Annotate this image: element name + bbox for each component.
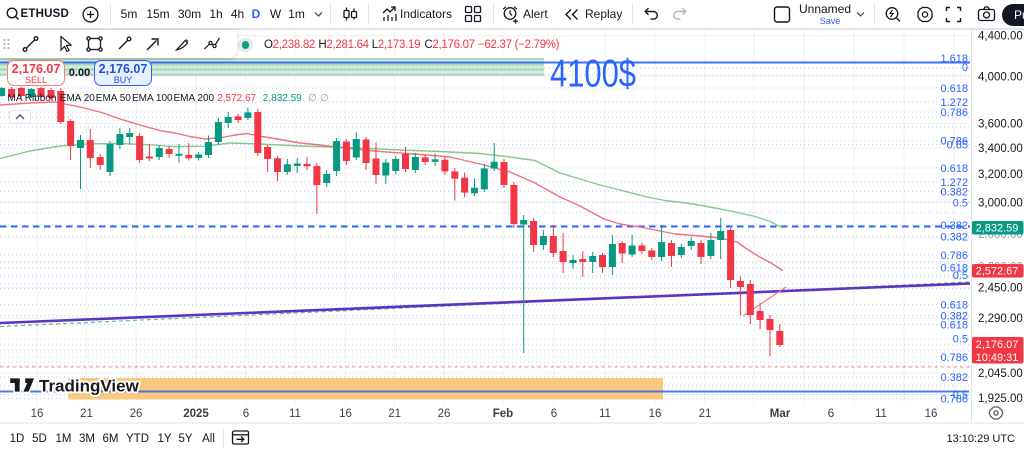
svg-text:0.786: 0.786 — [940, 107, 968, 119]
svg-text:16: 16 — [649, 408, 662, 420]
svg-text:6: 6 — [243, 408, 249, 420]
svg-text:2,832.59: 2,832.59 — [976, 223, 1019, 235]
svg-text:16: 16 — [925, 408, 938, 420]
svg-text:1.272: 1.272 — [940, 177, 968, 189]
svg-text:0.382: 0.382 — [940, 220, 968, 232]
svg-text:1.272: 1.272 — [940, 97, 968, 109]
svg-text:26: 26 — [130, 408, 143, 420]
svg-text:21: 21 — [699, 408, 712, 420]
svg-text:1,925.00: 1,925.00 — [978, 393, 1023, 405]
svg-text:0.382: 0.382 — [940, 186, 968, 198]
svg-text:21: 21 — [80, 408, 93, 420]
svg-text:0: 0 — [962, 62, 968, 74]
svg-text:0.618: 0.618 — [940, 83, 968, 95]
svg-text:3,200.00: 3,200.00 — [978, 169, 1023, 181]
svg-text:1.618: 1.618 — [940, 53, 968, 65]
svg-text:0.786: 0.786 — [940, 352, 968, 364]
svg-text:6: 6 — [828, 408, 834, 420]
svg-text:0.382: 0.382 — [940, 311, 968, 323]
svg-text:Mar: Mar — [770, 408, 791, 420]
svg-text:16: 16 — [339, 408, 352, 420]
svg-text:3,400.00: 3,400.00 — [978, 143, 1023, 155]
svg-text:TradingView: TradingView — [39, 377, 140, 396]
svg-text:0.618: 0.618 — [940, 263, 968, 275]
svg-text:21: 21 — [388, 408, 401, 420]
svg-text:0.5: 0.5 — [953, 390, 968, 402]
svg-text:6: 6 — [551, 408, 557, 420]
svg-text:11: 11 — [289, 408, 301, 420]
svg-text:2025: 2025 — [183, 408, 209, 420]
svg-text:4,000.00: 4,000.00 — [978, 71, 1023, 83]
svg-text:0.618: 0.618 — [940, 320, 968, 332]
svg-text:4,400.00: 4,400.00 — [978, 31, 1023, 43]
svg-text:0.786: 0.786 — [940, 250, 968, 262]
svg-text:4100$: 4100$ — [550, 53, 636, 96]
svg-text:2,045.00: 2,045.00 — [978, 368, 1023, 380]
svg-text:0.786: 0.786 — [940, 136, 968, 148]
svg-text:2,176.07: 2,176.07 — [976, 339, 1019, 351]
svg-text:0.65: 0.65 — [947, 140, 968, 152]
svg-text:3,600.00: 3,600.00 — [978, 118, 1023, 130]
svg-text:0.5: 0.5 — [953, 270, 968, 282]
svg-text:2,290.00: 2,290.00 — [978, 313, 1023, 325]
svg-text:11: 11 — [875, 408, 887, 420]
svg-text:11: 11 — [599, 408, 611, 420]
svg-text:0.618: 0.618 — [940, 300, 968, 312]
svg-text:3,000.00: 3,000.00 — [978, 197, 1023, 209]
svg-text:2,572.67: 2,572.67 — [976, 266, 1019, 278]
svg-text:0.5: 0.5 — [953, 197, 968, 209]
svg-text:0.786: 0.786 — [940, 394, 968, 406]
svg-text:0.382: 0.382 — [940, 372, 968, 384]
svg-text:0.618: 0.618 — [940, 163, 968, 175]
svg-text:0.382: 0.382 — [940, 231, 968, 243]
svg-text:16: 16 — [31, 408, 44, 420]
svg-text:0.5: 0.5 — [953, 334, 968, 346]
svg-text:10:49:31: 10:49:31 — [976, 352, 1019, 364]
svg-text:26: 26 — [438, 408, 451, 420]
svg-text:2,450.00: 2,450.00 — [978, 282, 1023, 294]
svg-text:Feb: Feb — [493, 408, 513, 420]
